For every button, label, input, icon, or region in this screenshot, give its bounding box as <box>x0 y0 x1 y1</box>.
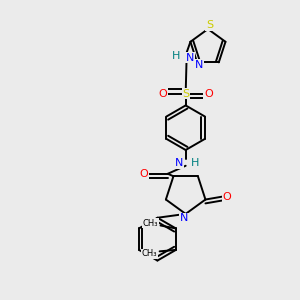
Text: N: N <box>195 60 204 70</box>
Text: H: H <box>172 51 181 61</box>
Text: N: N <box>180 213 188 224</box>
Text: H: H <box>191 158 200 168</box>
Text: N: N <box>186 52 194 62</box>
Text: N: N <box>175 158 183 168</box>
Text: S: S <box>182 88 189 98</box>
Text: CH₃: CH₃ <box>142 219 158 228</box>
Text: CH₃: CH₃ <box>142 249 157 258</box>
Text: O: O <box>223 192 232 202</box>
Text: S: S <box>206 20 213 31</box>
Text: O: O <box>159 88 167 98</box>
Text: O: O <box>140 169 148 179</box>
Text: O: O <box>204 88 213 98</box>
